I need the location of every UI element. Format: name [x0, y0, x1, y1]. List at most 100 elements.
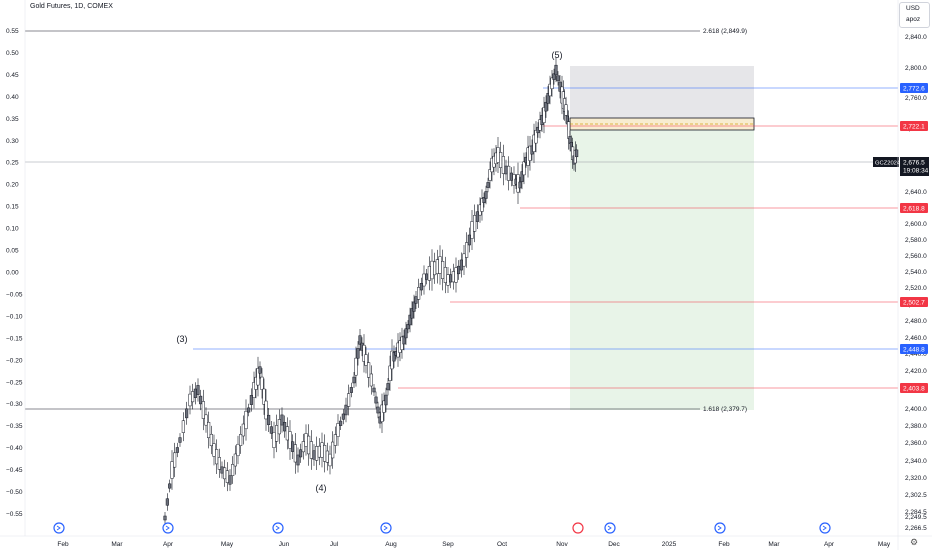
left-axis-tick: −0.20 — [6, 357, 23, 364]
candle-body — [344, 404, 348, 416]
candle-body — [252, 382, 256, 398]
fib-label-lower: 1.618 (2,379.7) — [703, 406, 747, 413]
candle-body — [288, 431, 292, 449]
left-axis-tick: −0.55 — [6, 511, 23, 518]
candle-body — [501, 156, 505, 174]
candle-body — [317, 445, 321, 458]
right-axis-tick: 2,460.0 — [905, 335, 927, 342]
candle-body — [312, 450, 316, 460]
x-axis-tick: May — [221, 541, 234, 548]
candle-body — [207, 421, 211, 439]
currency-label: USD — [906, 5, 920, 12]
candle-body — [372, 387, 376, 393]
left-axis-tick: 0.30 — [6, 138, 19, 145]
candle-body — [220, 466, 224, 474]
candle-body — [299, 449, 303, 458]
right-axis-tick: 2,400.0 — [905, 406, 927, 413]
left-axis-tick: −0.45 — [6, 467, 23, 474]
candle-body — [168, 483, 172, 489]
candle-body — [520, 171, 524, 182]
candle-body — [380, 404, 384, 422]
candle-body — [272, 432, 276, 448]
candle-body — [256, 368, 260, 386]
right-axis-tick: 2,480.0 — [905, 318, 927, 325]
candle-body — [178, 437, 182, 443]
candle-body — [339, 420, 343, 426]
candle-body — [181, 420, 185, 433]
candle-body — [193, 388, 197, 398]
user-label: apoz — [906, 16, 921, 23]
candle-body — [518, 181, 522, 189]
candle-body — [285, 426, 289, 441]
candle-body — [544, 101, 548, 112]
candle-body — [307, 435, 311, 455]
candle-body — [215, 449, 219, 465]
currency-unit-box[interactable]: USD apoz — [899, 2, 930, 28]
x-axis-tick: Apr — [824, 541, 835, 548]
level-tag-bg — [900, 344, 928, 354]
candle-body — [331, 441, 335, 459]
candle-body — [548, 83, 552, 97]
candle-body — [392, 352, 396, 362]
left-axis-tick: −0.30 — [6, 401, 23, 408]
x-axis-tick: Feb — [57, 541, 69, 548]
candle-body — [388, 365, 392, 381]
candle-body — [175, 447, 179, 453]
right-axis-tick: 2,420.0 — [905, 368, 927, 375]
candle-body — [422, 273, 426, 287]
candle-body — [473, 215, 477, 232]
x-axis-tick: Oct — [497, 541, 507, 548]
x-axis-tick: Jul — [330, 541, 339, 548]
candle-body — [374, 396, 378, 404]
event-arrow-icon — [56, 525, 61, 531]
target-zone — [570, 130, 754, 410]
candle-body — [188, 393, 192, 407]
event-arrow-icon — [822, 525, 827, 531]
candle-body — [522, 161, 526, 176]
event-icon — [162, 522, 174, 534]
candle-body — [480, 198, 484, 212]
x-axis-tick: May — [878, 541, 891, 548]
level-tag-label: 2,448.8 — [903, 347, 925, 354]
candle-body — [504, 165, 508, 175]
level-tag-label: 2,403.8 — [903, 386, 925, 393]
level-tag-bg — [900, 203, 928, 213]
level-tag-label: 2,502.7 — [903, 300, 925, 307]
candle-body — [347, 393, 351, 407]
x-axis-tick: Feb — [718, 541, 730, 548]
right-axis-tick: 2,266.5 — [905, 525, 927, 532]
candle-body — [438, 256, 442, 274]
fib-label-upper: 2.618 (2,849.9) — [703, 28, 747, 35]
candle-body — [475, 211, 479, 222]
candle-body — [258, 366, 262, 374]
candle-body — [304, 433, 308, 447]
left-axis-tick: −0.50 — [6, 489, 23, 496]
level-tag-label: 2,772.6 — [903, 86, 925, 93]
left-axis-tick: 0.00 — [6, 270, 19, 277]
candle-body — [412, 301, 416, 312]
event-arrow-icon — [383, 525, 388, 531]
candle-body — [499, 152, 503, 168]
candle-body — [451, 271, 455, 283]
candle-body — [165, 498, 169, 506]
candle-body — [546, 93, 550, 104]
candle-body — [435, 259, 439, 274]
x-axis-tick: Nov — [556, 541, 568, 548]
candle-body — [384, 394, 388, 406]
candle-body — [349, 387, 353, 393]
current-symbol-tag: GCZ2024 — [875, 161, 901, 167]
left-axis-tick: −0.15 — [6, 335, 23, 342]
candle-body — [283, 422, 287, 432]
candle-body — [443, 267, 447, 283]
candle-body — [249, 395, 253, 405]
candle-body — [446, 274, 450, 286]
candle-body — [354, 357, 358, 376]
candle-body — [269, 426, 273, 434]
settings-gear-icon[interactable]: ⚙ — [910, 537, 919, 547]
left-axis-tick: 0.15 — [6, 204, 19, 211]
candle-body — [228, 475, 232, 485]
right-axis-tick: 2,560.0 — [905, 253, 927, 260]
right-axis-tick: 2,600.0 — [905, 221, 927, 228]
